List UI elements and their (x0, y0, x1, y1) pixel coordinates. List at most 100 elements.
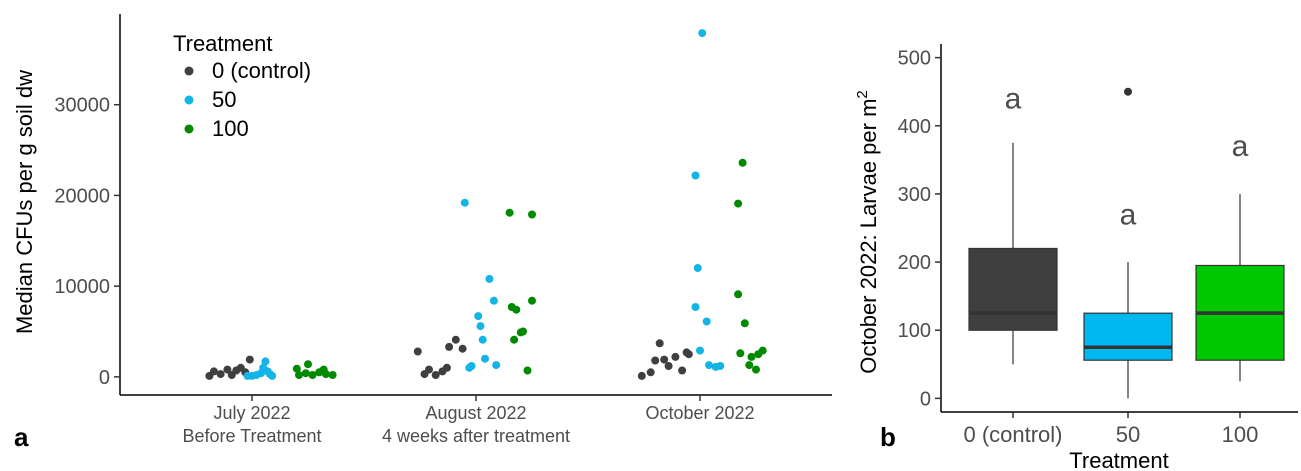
data-point (637, 371, 646, 380)
x-tick-label-line2: Before Treatment (182, 426, 321, 446)
legend: Treatment 0 (control) 50 100 (173, 31, 311, 141)
data-point (745, 361, 754, 370)
significance-letter: a (1120, 198, 1137, 231)
y-tick-label: 100 (898, 320, 931, 342)
data-point (678, 366, 687, 375)
data-point (474, 312, 483, 321)
data-point (485, 274, 494, 283)
y-tick-label: 300 (898, 184, 931, 206)
data-point (209, 367, 218, 376)
data-point (505, 208, 514, 217)
x-tick-label: 50 (1116, 422, 1140, 447)
legend-label: 50 (212, 87, 236, 112)
data-point (292, 364, 301, 373)
panel-a: 0 10000 20000 30000 July 2022 Before Treatme… (12, 14, 832, 452)
data-point (691, 303, 700, 311)
scatter-points (205, 29, 767, 380)
data-point (460, 198, 469, 207)
data-point (693, 264, 702, 272)
y-tick-label: 30000 (54, 95, 110, 117)
data-point (758, 346, 767, 355)
data-point (308, 371, 317, 379)
data-point (431, 371, 440, 379)
data-point (458, 344, 467, 353)
data-point (261, 357, 270, 366)
data-point (223, 365, 232, 374)
data-point (705, 361, 713, 370)
y-ticks: 0 100 200 300 400 500 (898, 48, 941, 410)
data-point (747, 352, 756, 361)
y-tick-label: 10000 (54, 276, 110, 298)
data-point (528, 210, 536, 219)
data-point (476, 322, 485, 331)
x-tick-label: 0 (control) (963, 422, 1062, 447)
data-point (425, 365, 433, 374)
data-point (245, 355, 254, 364)
data-point (295, 371, 303, 379)
data-point (702, 317, 711, 326)
y-tick-label: 0 (920, 388, 931, 410)
data-point (691, 171, 700, 180)
x-tick-label: October 2022 (645, 403, 754, 423)
boxplot: a (1083, 87, 1173, 399)
data-point (684, 350, 693, 359)
box (968, 247, 1058, 331)
x-ticks: July 2022 Before Treatment August 2022 4 we… (182, 395, 755, 446)
data-point (734, 199, 743, 208)
significance-letter: a (1005, 83, 1022, 116)
y-tick-label: 400 (898, 116, 931, 138)
data-point (301, 369, 310, 378)
y-tick-label: 20000 (54, 185, 110, 207)
data-point (321, 370, 330, 379)
box (1083, 312, 1173, 361)
legend-key (184, 66, 194, 76)
data-point (738, 158, 747, 167)
boxplot: a (1195, 130, 1285, 382)
significance-letter: a (1232, 130, 1249, 163)
y-tick-label: 0 (99, 367, 110, 389)
legend-label: 0 (control) (212, 58, 311, 83)
data-point (646, 368, 655, 377)
data-point (523, 366, 532, 375)
x-tick-label: July 2022 (213, 403, 290, 423)
boxplot: a (968, 83, 1058, 365)
data-point (328, 371, 337, 379)
data-point (696, 346, 704, 355)
data-point (467, 362, 476, 370)
data-point (660, 355, 669, 364)
x-tick-label: 100 (1222, 422, 1259, 447)
data-point (442, 363, 451, 372)
outlier-point (1124, 87, 1132, 96)
panel-label: b (880, 422, 896, 452)
data-point (304, 360, 312, 369)
legend-entries: 0 (control) 50 100 (184, 58, 311, 141)
y-ticks: 0 10000 20000 30000 (54, 95, 120, 389)
data-point (512, 305, 521, 314)
data-point (736, 349, 745, 358)
data-point (268, 371, 277, 380)
y-axis-label-text: October 2022: Larvae per m (856, 99, 881, 374)
data-point (740, 319, 749, 328)
data-point (716, 362, 725, 370)
data-point (510, 335, 519, 344)
legend-title: Treatment (173, 31, 272, 56)
y-tick-label: 500 (898, 48, 931, 70)
legend-key (184, 95, 194, 105)
legend-label: 100 (212, 116, 249, 141)
data-point (445, 342, 454, 351)
data-point (489, 296, 498, 305)
data-point (698, 29, 707, 38)
data-point (478, 335, 487, 344)
x-ticks: 0 (control) 50 100 (963, 412, 1258, 447)
data-point (664, 362, 673, 370)
y-axis-label-superscript: 2 (854, 90, 871, 98)
legend-key (184, 124, 194, 134)
y-axis-label: Median CFUs per g soil dw (12, 70, 37, 334)
data-point (734, 290, 743, 299)
boxplots: a a a (968, 83, 1285, 399)
data-point (451, 335, 460, 344)
data-point (655, 339, 664, 348)
y-axis-label: October 2022: Larvae per m2 (854, 90, 881, 374)
data-point (413, 347, 422, 356)
